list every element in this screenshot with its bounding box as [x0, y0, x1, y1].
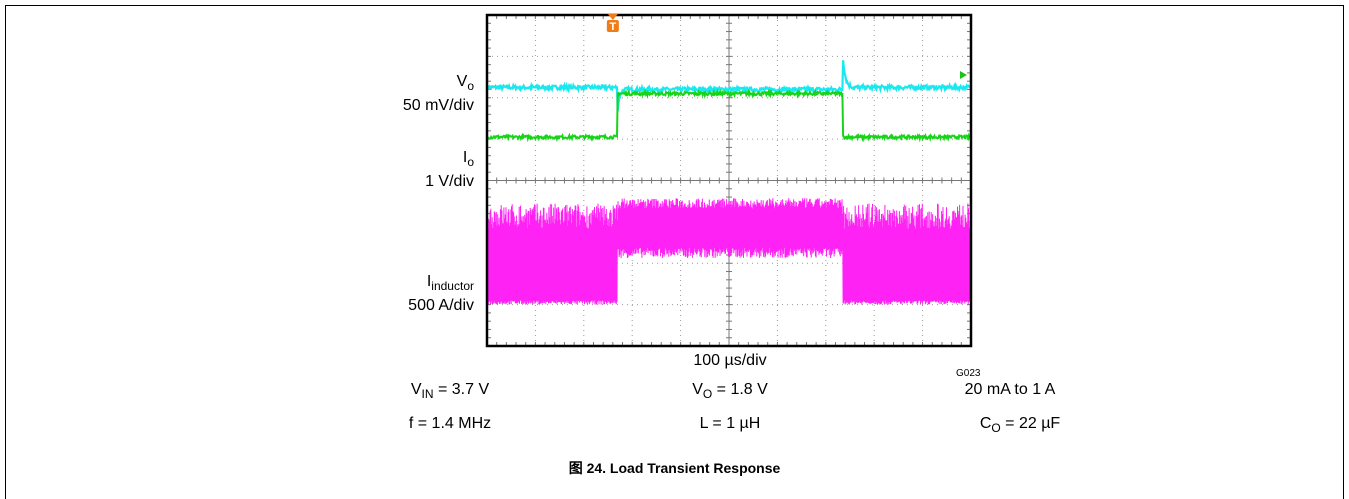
io-trace	[486, 88, 972, 143]
condition-load: 20 mA to 1 A	[964, 381, 1056, 398]
graph-code: G023	[956, 368, 981, 379]
plot-border	[485, 13, 973, 348]
vo-channel-scale: 50 mV/div	[402, 97, 474, 114]
figure-frame	[5, 5, 1344, 499]
condition-frequency: f = 1.4 MHz	[408, 415, 492, 432]
trigger-badge-label: T	[609, 21, 616, 33]
inductor-current-trace	[486, 198, 972, 305]
vo-channel-name: Vo	[456, 73, 474, 93]
x-axis-label: 100 µs/div	[693, 352, 767, 369]
inductor-channel-scale: 500 A/div	[408, 297, 474, 314]
condition-inductance: L = 1 µH	[699, 415, 761, 432]
condition-vin: VIN = 3.7 V	[410, 381, 490, 401]
trigger-level-icon	[960, 70, 967, 79]
io-channel-name: Io	[462, 149, 474, 169]
io-channel-scale: 1 V/div	[425, 173, 474, 190]
inductor-channel-name: Iinductor	[426, 273, 474, 293]
figure-caption: 图 24. Load Transient Response	[568, 460, 781, 476]
vo-trace	[485, 60, 973, 112]
condition-output-cap: CO = 22 µF	[979, 415, 1061, 435]
trigger-marker-icon	[607, 14, 618, 20]
condition-vo: VO = 1.8 V	[692, 381, 768, 401]
trigger-badge	[606, 20, 619, 32]
